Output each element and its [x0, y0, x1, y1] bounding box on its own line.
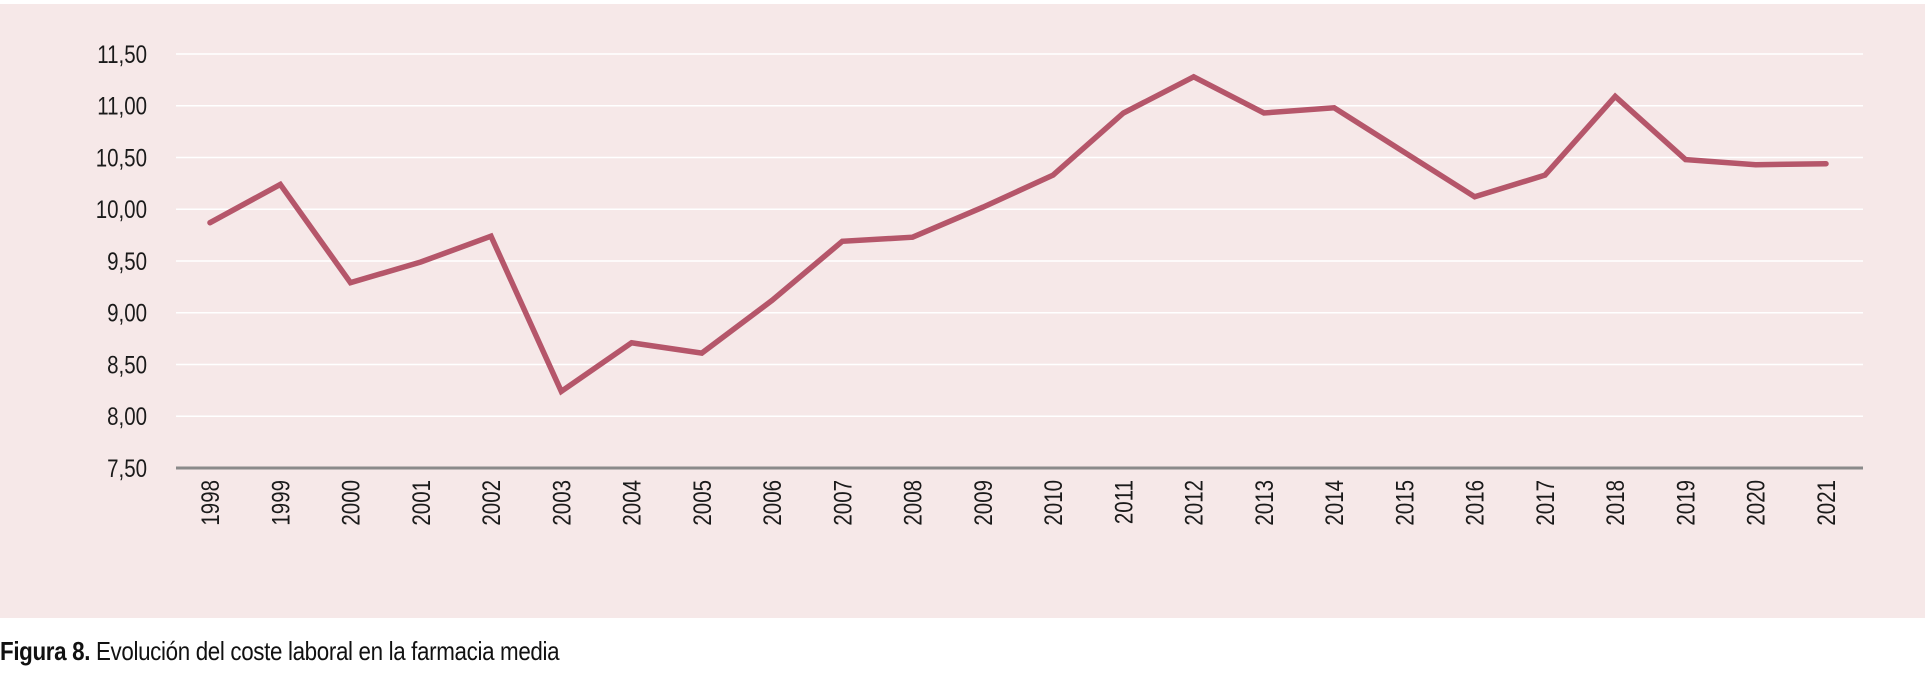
- caption-label: Figura 8.: [0, 636, 91, 666]
- data-point: [1542, 172, 1548, 178]
- data-point: [980, 204, 986, 210]
- data-point: [348, 280, 354, 286]
- x-tick-label: 2017: [1531, 480, 1559, 526]
- data-point: [910, 234, 916, 240]
- x-tick-label: 2018: [1601, 480, 1629, 526]
- x-tick-label: 2000: [337, 480, 365, 526]
- y-tick-label: 9,00: [107, 299, 147, 327]
- caption-text: Evolución del coste laboral en la farmac…: [95, 636, 560, 666]
- x-tick-label: 2011: [1109, 480, 1137, 524]
- x-tick-label: 1998: [196, 480, 224, 526]
- x-tick-label: 2007: [828, 480, 856, 526]
- data-point: [1331, 105, 1337, 111]
- y-tick-label: 8,50: [107, 351, 147, 379]
- x-tick-label: 2020: [1742, 480, 1770, 526]
- data-point: [629, 340, 635, 346]
- data-point: [1191, 74, 1197, 80]
- data-point: [839, 238, 845, 244]
- data-point: [1261, 110, 1267, 116]
- data-point: [1050, 172, 1056, 178]
- x-tick-label: 2004: [618, 480, 646, 526]
- data-point: [1120, 110, 1126, 116]
- data-point: [418, 259, 424, 265]
- data-point: [1612, 93, 1618, 99]
- x-tick-label: 2013: [1250, 480, 1278, 526]
- x-tick-label: 2009: [969, 480, 997, 526]
- x-tick-label: 2021: [1812, 480, 1840, 526]
- data-point: [1472, 194, 1478, 200]
- figure-caption: Figura 8. Evolución del coste laboral en…: [0, 636, 560, 667]
- y-tick-label: 10,50: [96, 144, 147, 172]
- data-point: [769, 297, 775, 303]
- x-tick-label: 2014: [1320, 480, 1348, 526]
- x-tick-label: 1999: [266, 480, 294, 526]
- x-tick-label: 2015: [1390, 480, 1418, 526]
- y-tick-label: 10,00: [96, 195, 147, 223]
- data-point: [207, 220, 213, 226]
- data-point: [1823, 161, 1829, 167]
- x-tick-label: 2005: [688, 480, 716, 526]
- data-point: [1682, 157, 1688, 163]
- data-point: [488, 233, 494, 239]
- x-tick-label: 2006: [758, 480, 786, 526]
- y-tick-label: 11,50: [97, 40, 147, 68]
- data-point: [1401, 149, 1407, 155]
- data-point: [277, 181, 283, 187]
- y-tick-label: 9,50: [107, 247, 147, 275]
- x-tick-label: 2016: [1461, 480, 1489, 526]
- chart-panel: 7,50 8,00 8,50 9,00 9,50 10,00 10,50 11,00 11,50…: [0, 4, 1925, 618]
- y-tick-label: 8,00: [107, 402, 147, 430]
- data-point: [558, 388, 564, 394]
- x-tick-label: 2002: [477, 480, 505, 526]
- x-tick-label: 2008: [899, 480, 927, 526]
- x-tick-label: 2003: [547, 480, 575, 526]
- y-tick-label: 7,50: [107, 454, 147, 482]
- y-tick-label: 11,00: [97, 92, 147, 120]
- x-tick-label: 2010: [1039, 480, 1067, 526]
- line-chart: 7,50 8,00 8,50 9,00 9,50 10,00 10,50 11,00 11,50…: [96, 40, 1863, 526]
- x-tick-label: 2012: [1180, 480, 1208, 526]
- data-point: [1753, 162, 1759, 168]
- x-tick-label: 2019: [1672, 480, 1700, 526]
- data-point: [699, 350, 705, 356]
- series-line: [207, 73, 1829, 396]
- x-tick-label: 2001: [407, 480, 435, 526]
